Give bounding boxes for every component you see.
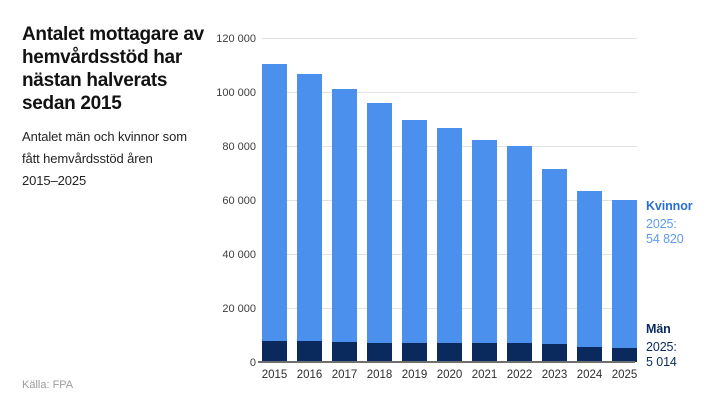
y-axis: 0 20 000 40 000 60 000 80 000 100 000 120 000 [180, 33, 256, 369]
chart-title-line: sedan 2015 [22, 93, 122, 114]
x-tick-label-2021: 2021 [471, 369, 498, 381]
series-label-kvinnor-value: 54 820 [646, 231, 684, 246]
bar-stack-2017 [332, 88, 357, 362]
bar-stack-2020 [437, 127, 462, 362]
y-tick-label-80000: 80 000 [222, 140, 256, 153]
gridline-120000 [262, 38, 637, 39]
bar-segment-kvinnor-2018 [367, 103, 392, 344]
y-tick-label-0: 0 [249, 356, 256, 369]
gridline-100000 [262, 92, 637, 93]
bar-segment-man-2017 [332, 342, 357, 362]
bar-segment-man-2024 [577, 347, 602, 362]
bar-stack-2023 [542, 168, 567, 362]
bar-stack-2022 [507, 146, 532, 362]
chart-title: Antalet mottagare av hemvårdsstöd har nä… [22, 23, 234, 115]
bar-segment-man-2025 [612, 348, 637, 362]
bar-segment-kvinnor-2017 [332, 88, 357, 343]
bar-stack-2019 [402, 120, 427, 362]
source-note: Källa: FPA [22, 379, 74, 391]
bar-segment-kvinnor-2022 [507, 146, 532, 344]
series-label-man-year: 2025: [646, 340, 677, 354]
bar-stack-2016 [297, 74, 322, 362]
bar-2022: 2022 [507, 38, 532, 381]
x-tick-label-2025: 2025 [611, 369, 638, 381]
bar-stack-2021 [472, 139, 497, 362]
bar-2016: 2016 [297, 38, 322, 381]
bar-segment-kvinnor-2023 [542, 168, 567, 345]
chart-subtitle-line: fått hemvårdsstöd åren [22, 151, 153, 166]
bar-segment-man-2019 [402, 343, 427, 362]
bar-stack-2025 [612, 200, 637, 362]
bar-segment-man-2015 [262, 341, 287, 362]
bar-segment-man-2020 [437, 342, 462, 362]
bar-2025: 2025 [612, 38, 637, 381]
bar-segment-man-2018 [367, 343, 392, 362]
y-tick-label-60000: 60 000 [222, 194, 256, 207]
bar-segment-kvinnor-2025 [612, 200, 637, 349]
header-panel: Antalet mottagare av hemvårdsstöd har nä… [22, 23, 234, 192]
y-tick-label-120000: 120 000 [216, 32, 256, 45]
x-tick-label-2020: 2020 [436, 369, 463, 381]
bar-2015: 2015 [262, 38, 287, 381]
bar-stack-2018 [367, 103, 392, 362]
bar-segment-man-2021 [472, 343, 497, 362]
bar-series: 2015 2016 2017 2018 2019 2020 2021 2022 2023 2024… [262, 38, 637, 381]
bar-2019: 2019 [402, 38, 427, 381]
bar-segment-kvinnor-2016 [297, 74, 322, 342]
y-tick-label-40000: 40 000 [222, 248, 256, 261]
bar-segment-man-2022 [507, 343, 532, 362]
x-tick-label-2018: 2018 [366, 369, 393, 381]
bar-segment-kvinnor-2015 [262, 64, 287, 342]
x-tick-label-2017: 2017 [331, 369, 358, 381]
bar-2018: 2018 [367, 38, 392, 381]
x-tick-label-2019: 2019 [401, 369, 428, 381]
bar-stack-2024 [577, 191, 602, 362]
bar-2024: 2024 [577, 38, 602, 381]
series-label-kvinnor-name: Kvinnor [646, 199, 693, 213]
bar-2021: 2021 [472, 38, 497, 381]
chart-subtitle-line: 2015–2025 [22, 173, 87, 188]
bar-segment-man-2016 [297, 341, 322, 362]
y-tick-label-100000: 100 000 [216, 86, 256, 99]
chart-title-line: Antalet mottagare av [22, 24, 204, 45]
chart-title-line: hemvårdsstöd har [22, 47, 182, 68]
bar-stack-2015 [262, 64, 287, 362]
bar-2020: 2020 [437, 38, 462, 381]
bar-2017: 2017 [332, 38, 357, 381]
series-label-man-name: Män [646, 322, 671, 336]
x-tick-label-2016: 2016 [296, 369, 323, 381]
x-tick-label-2024: 2024 [576, 369, 603, 381]
series-label-kvinnor: Kvinnor 2025: 54 820 [646, 199, 718, 246]
bar-2023: 2023 [542, 38, 567, 381]
bar-segment-kvinnor-2021 [472, 139, 497, 344]
series-label-man-value: 5 014 [646, 354, 677, 369]
y-tick-label-20000: 20 000 [222, 302, 256, 315]
chart-title-line: nästan halverats [22, 70, 168, 91]
series-label-man: Män 2025: 5 014 [646, 322, 718, 369]
x-tick-label-2015: 2015 [261, 369, 288, 381]
bar-segment-kvinnor-2020 [437, 127, 462, 343]
x-tick-label-2023: 2023 [541, 369, 568, 381]
x-tick-label-2022: 2022 [506, 369, 533, 381]
x-axis-line [258, 361, 635, 363]
chart-subtitle-line: Antalet män och kvinnor som [22, 129, 187, 144]
bar-segment-man-2023 [542, 344, 567, 362]
chart-subtitle: Antalet män och kvinnor som fått hemvård… [22, 126, 234, 192]
series-label-kvinnor-year: 2025: [646, 217, 677, 231]
bar-segment-kvinnor-2024 [577, 191, 602, 348]
bar-segment-kvinnor-2019 [402, 120, 427, 344]
bar-chart-plot-area: 2015 2016 2017 2018 2019 2020 2021 2022 2023 2024… [262, 38, 637, 381]
